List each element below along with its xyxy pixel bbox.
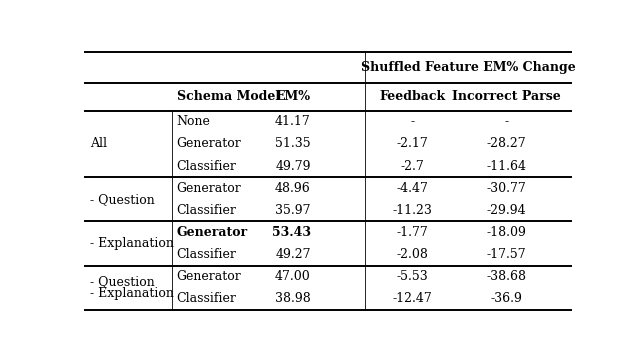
Text: -: - <box>504 115 509 128</box>
Text: -11.64: -11.64 <box>486 160 527 173</box>
Text: -30.77: -30.77 <box>486 182 527 195</box>
Text: 47.00: 47.00 <box>275 270 310 283</box>
Text: Generator: Generator <box>177 137 241 151</box>
Text: Generator: Generator <box>177 270 241 283</box>
Text: 49.79: 49.79 <box>275 160 310 173</box>
Text: - Explanation: - Explanation <box>90 287 174 300</box>
Text: -17.57: -17.57 <box>487 248 526 261</box>
Text: - Question: - Question <box>90 193 155 206</box>
Text: Shuffled Feature EM% Change: Shuffled Feature EM% Change <box>361 61 575 74</box>
Text: -36.9: -36.9 <box>491 292 522 305</box>
Text: 35.97: 35.97 <box>275 204 310 217</box>
Text: Classifier: Classifier <box>177 160 237 173</box>
Text: EM%: EM% <box>276 90 310 103</box>
Text: Classifier: Classifier <box>177 248 237 261</box>
Text: -5.53: -5.53 <box>396 270 428 283</box>
Text: -1.77: -1.77 <box>396 226 428 239</box>
Text: Generator: Generator <box>177 182 241 195</box>
Text: -18.09: -18.09 <box>486 226 527 239</box>
Text: -2.08: -2.08 <box>396 248 428 261</box>
Text: Classifier: Classifier <box>177 204 237 217</box>
Text: -2.17: -2.17 <box>396 137 428 151</box>
Text: All: All <box>90 137 107 151</box>
Text: -2.7: -2.7 <box>401 160 424 173</box>
Text: 38.98: 38.98 <box>275 292 310 305</box>
Text: Schema Model: Schema Model <box>177 90 280 103</box>
Text: -28.27: -28.27 <box>487 137 526 151</box>
Text: 48.96: 48.96 <box>275 182 310 195</box>
Text: Incorrect Parse: Incorrect Parse <box>452 90 561 103</box>
Text: -4.47: -4.47 <box>396 182 428 195</box>
Text: -11.23: -11.23 <box>392 204 432 217</box>
Text: 51.35: 51.35 <box>275 137 310 151</box>
Text: -38.68: -38.68 <box>486 270 527 283</box>
Text: - Question: - Question <box>90 275 155 288</box>
Text: 49.27: 49.27 <box>275 248 310 261</box>
Text: Generator: Generator <box>177 226 248 239</box>
Text: None: None <box>177 115 211 128</box>
Text: -29.94: -29.94 <box>487 204 526 217</box>
Text: Classifier: Classifier <box>177 292 237 305</box>
Text: - Explanation: - Explanation <box>90 237 174 250</box>
Text: -12.47: -12.47 <box>392 292 432 305</box>
Text: Feedback: Feedback <box>380 90 445 103</box>
Text: -: - <box>410 115 414 128</box>
Text: 41.17: 41.17 <box>275 115 310 128</box>
Text: 53.43: 53.43 <box>271 226 310 239</box>
